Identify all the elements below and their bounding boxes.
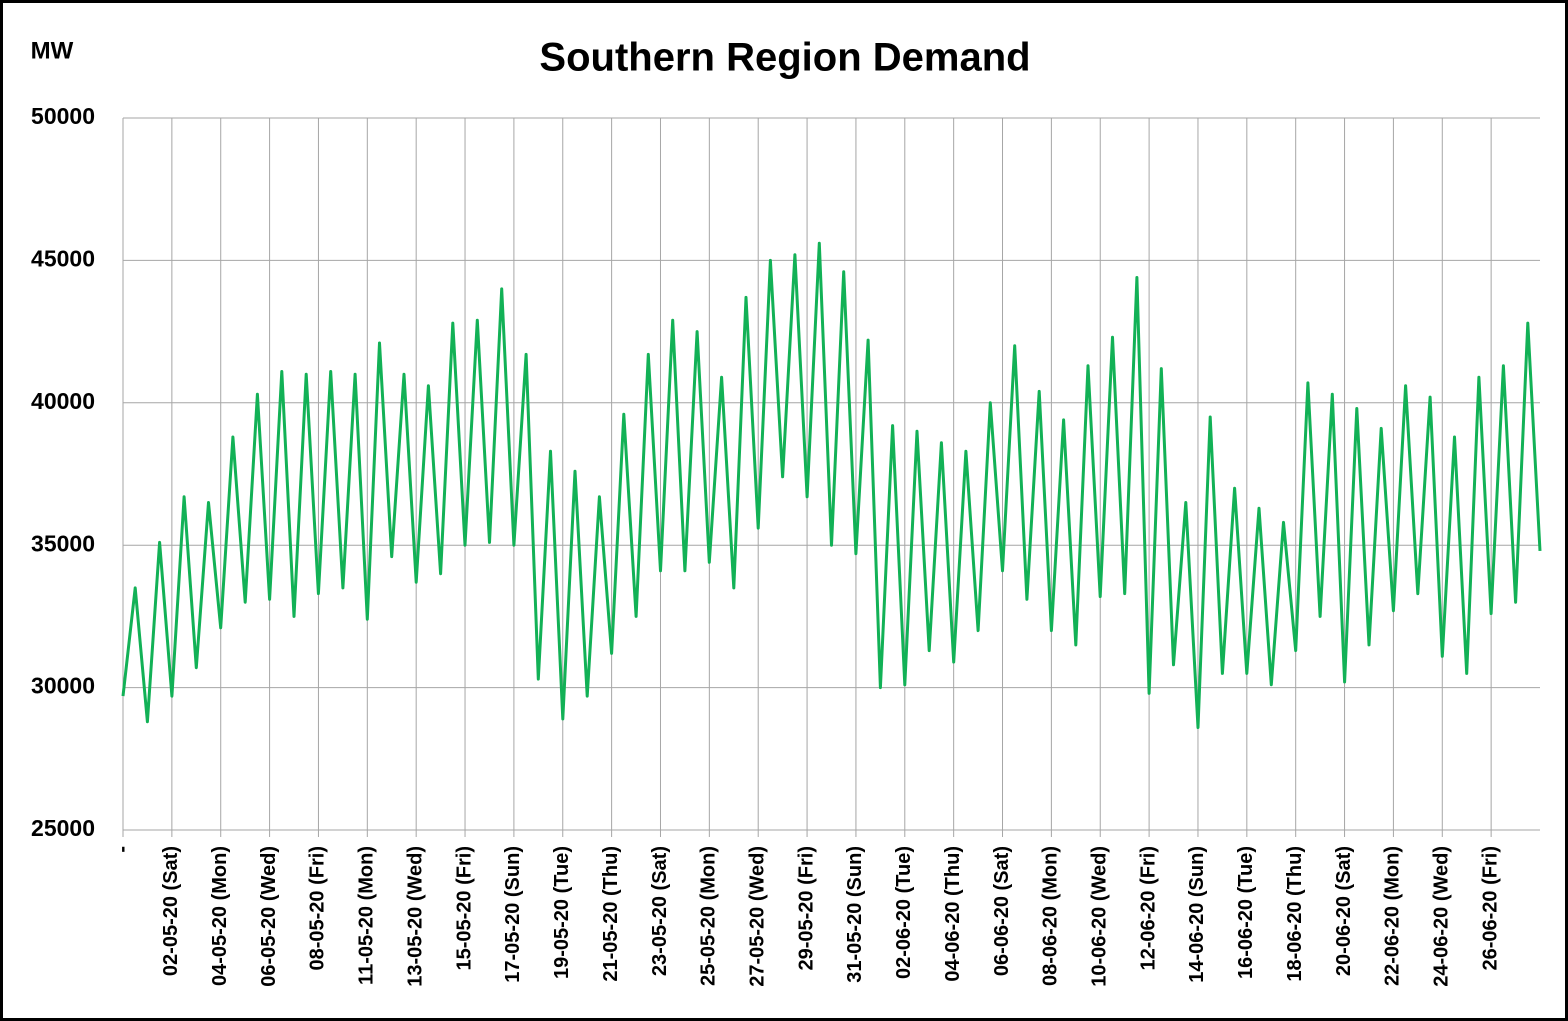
x-tick-label: 15-05-20 (Fri) (453, 846, 475, 971)
x-tick-label: 23-05-20 (Sat) (649, 846, 671, 976)
x-tick-label: 20-06-20 (Sat) (1333, 846, 1355, 976)
x-tick-label: 17-05-20 (Sun) (502, 846, 524, 983)
x-tick-label: 02-05-20 (Sat) (160, 846, 182, 976)
x-tick-label: - (111, 846, 133, 853)
x-tick-label: 22-06-20 (Mon) (1382, 846, 1404, 986)
chart-title: Southern Region Demand (539, 36, 1030, 80)
x-tick-label: 19-05-20 (Tue) (551, 846, 573, 979)
y-tick-label: 25000 (31, 815, 95, 841)
x-tick-label: 13-05-20 (Wed) (404, 846, 426, 987)
y-tick-label: 45000 (31, 245, 95, 271)
x-tick-label: 24-06-20 (Wed) (1431, 846, 1453, 987)
x-tick-label: 06-06-20 (Sat) (991, 846, 1013, 976)
x-tick-label: 29-05-20 (Fri) (795, 846, 817, 971)
y-tick-label: 50000 (31, 103, 95, 129)
x-tick-label: 18-06-20 (Thu) (1284, 846, 1306, 982)
x-tick-label: 21-05-20 (Thu) (600, 846, 622, 982)
x-tick-label: 26-06-20 (Fri) (1479, 846, 1501, 971)
x-tick-label: 04-05-20 (Mon) (209, 846, 231, 986)
x-tick-label: 10-06-20 (Wed) (1089, 846, 1111, 987)
y-axis-label: MW (31, 37, 74, 64)
demand-line (121, 241, 1542, 729)
x-tick-label: 02-06-20 (Tue) (893, 846, 915, 979)
x-tick-label: 06-05-20 (Wed) (258, 846, 280, 987)
x-tick-label: 31-05-20 (Sun) (844, 846, 866, 983)
x-tick-label: 08-05-20 (Fri) (307, 846, 329, 971)
x-tick-label: 12-06-20 (Fri) (1137, 846, 1159, 971)
x-tick-label: 14-06-20 (Sun) (1186, 846, 1208, 983)
y-tick-label: 40000 (31, 388, 95, 414)
x-tick-label: 16-06-20 (Tue) (1235, 846, 1257, 979)
x-tick-label: 08-06-20 (Mon) (1040, 846, 1062, 986)
x-tick-label: 25-05-20 (Mon) (698, 846, 720, 986)
x-tick-label: 04-06-20 (Thu) (942, 846, 964, 982)
x-tick-label: 11-05-20 (Mon) (356, 846, 378, 985)
y-tick-label: 30000 (31, 673, 95, 699)
y-tick-label: 35000 (31, 530, 95, 556)
x-tick-label: 27-05-20 (Wed) (746, 846, 768, 987)
